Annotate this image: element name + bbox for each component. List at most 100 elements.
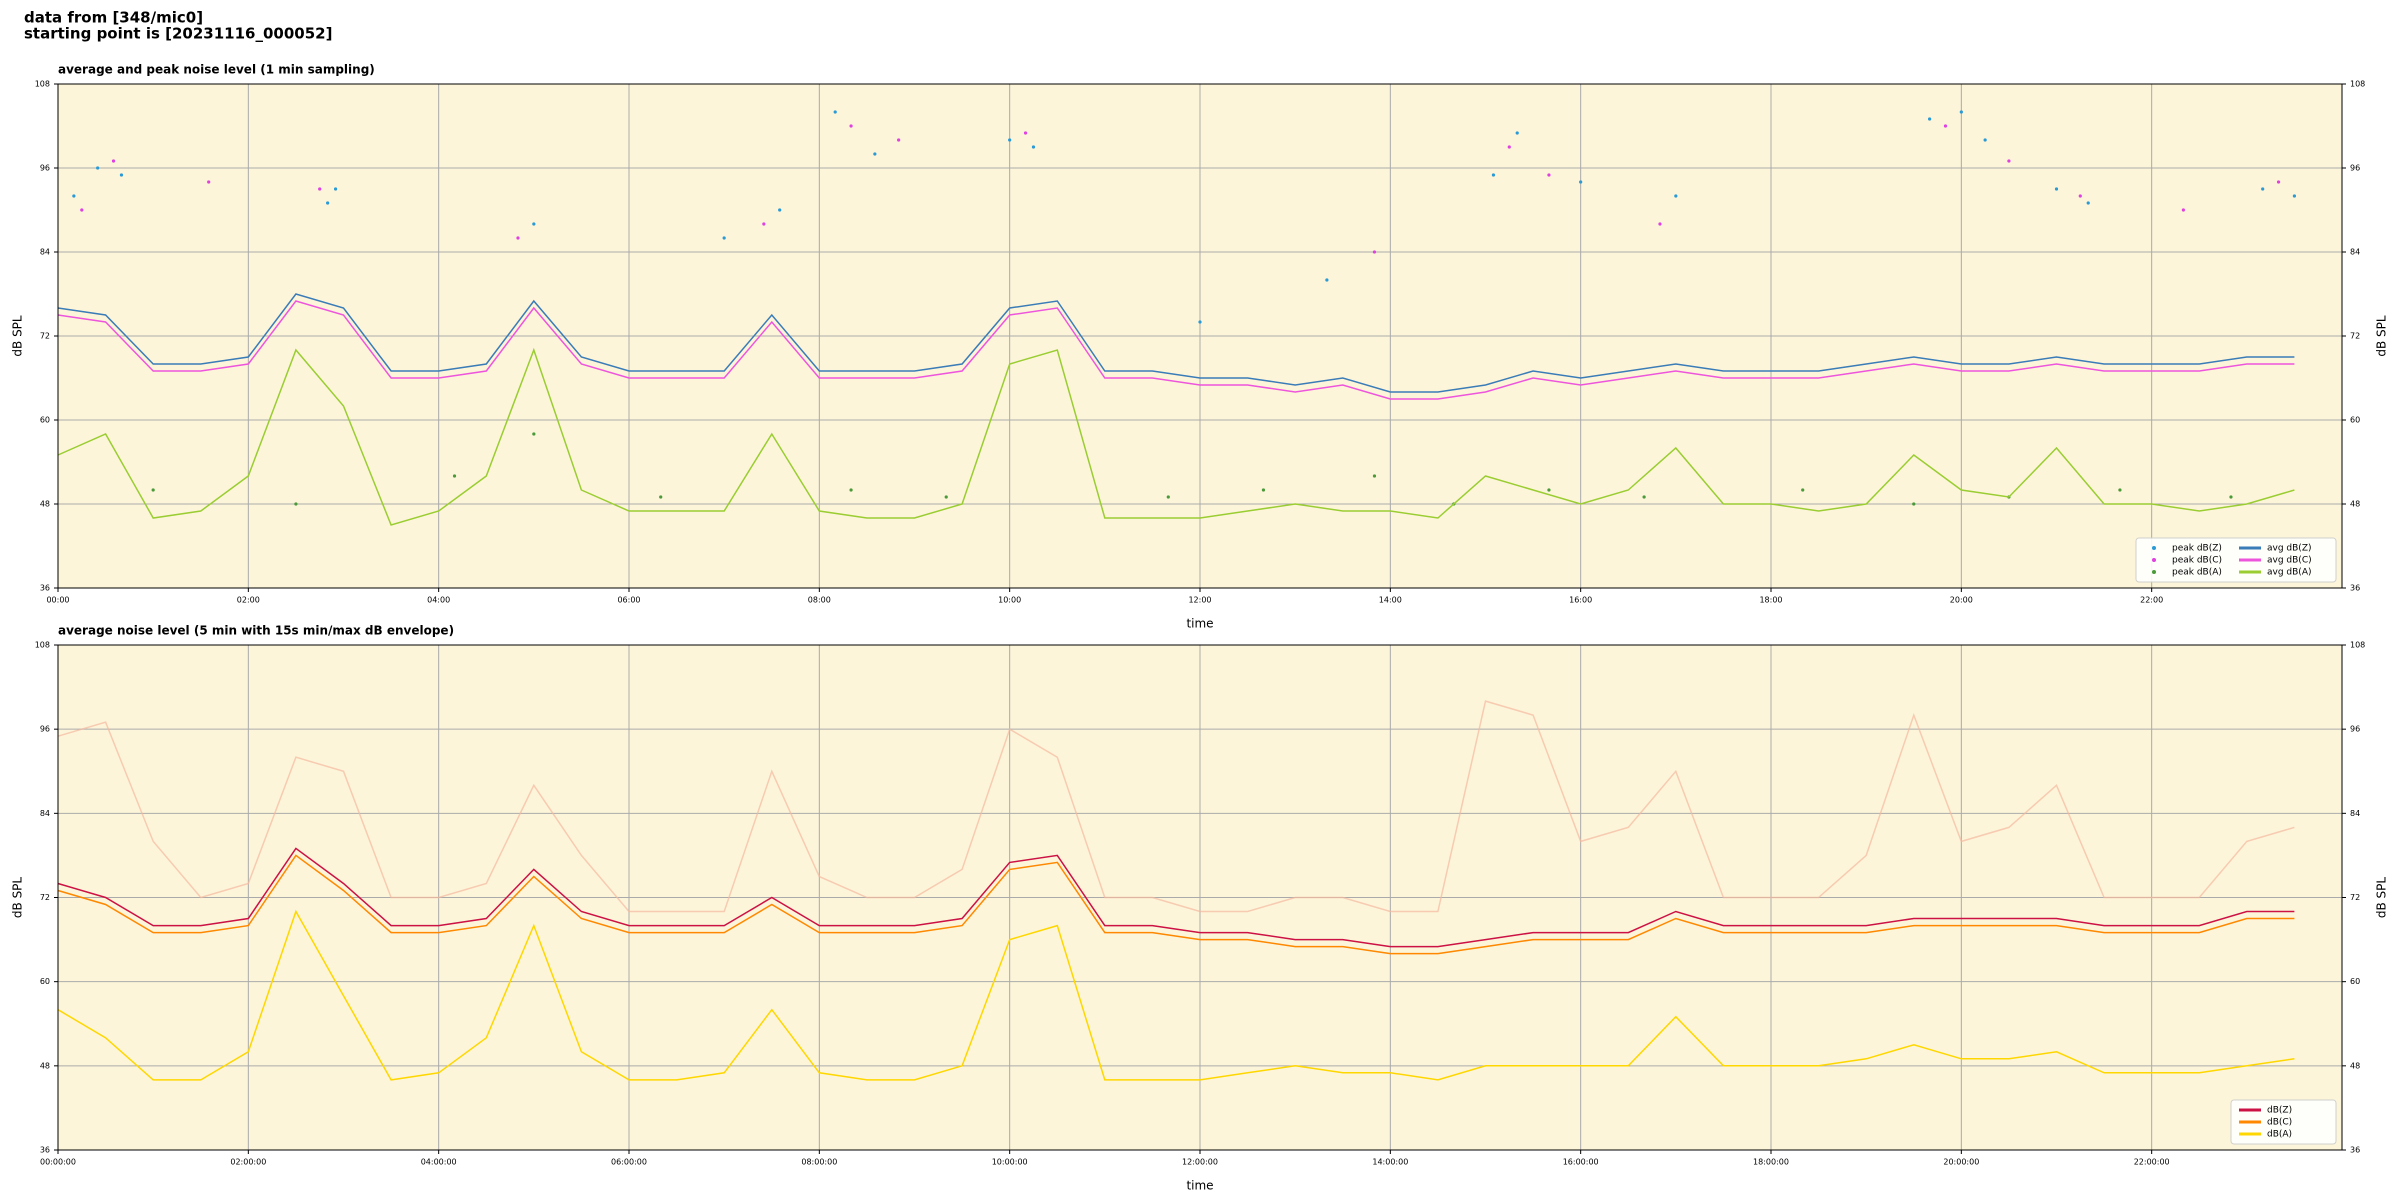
peak-point — [1031, 145, 1036, 149]
y-tick-label: 60 — [2350, 416, 2360, 425]
x-tick-label: 02:00:00 — [230, 1158, 266, 1167]
peak-point — [1507, 145, 1511, 149]
peak-point — [1325, 278, 1329, 282]
x-tick-label: 10:00 — [998, 596, 1021, 605]
y-axis-label: dB SPL — [11, 315, 25, 357]
header-line: starting point is [20231116_000052] — [24, 25, 332, 43]
y-tick-label: 48 — [40, 500, 50, 509]
x-tick-label: 20:00:00 — [1943, 1158, 1979, 1167]
envelope-line — [57, 700, 2295, 913]
y-tick-label: 108 — [35, 80, 50, 89]
peak-point — [452, 474, 457, 478]
peak-point — [762, 222, 766, 226]
peak-point — [516, 236, 520, 240]
x-tick-label: 20:00 — [1950, 596, 1973, 605]
peak-point — [2118, 488, 2122, 492]
x-tick-label: 08:00:00 — [801, 1158, 837, 1167]
peak-point — [111, 159, 116, 163]
series-line — [57, 300, 2295, 400]
y-tick-label: 48 — [2350, 1061, 2360, 1070]
peak-point — [2276, 180, 2281, 184]
peak-point — [1642, 495, 1646, 499]
legend-marker — [2152, 558, 2156, 562]
y-tick-label: 84 — [2350, 809, 2360, 818]
peak-point — [96, 166, 100, 170]
peak-point — [294, 502, 298, 506]
peak-point — [722, 236, 726, 240]
y-axis-label: dB SPL — [2375, 877, 2389, 919]
x-tick-label: 04:00 — [427, 596, 450, 605]
x-tick-label: 18:00 — [1759, 596, 1782, 605]
y-tick-label: 48 — [2350, 500, 2360, 509]
y-tick-label: 72 — [2350, 893, 2360, 902]
x-tick-label: 14:00 — [1379, 596, 1402, 605]
peak-point — [1801, 488, 1805, 492]
peak-point — [207, 180, 211, 184]
peak-point — [318, 187, 322, 191]
y-tick-label: 96 — [2350, 725, 2360, 734]
peak-point — [1166, 495, 1170, 499]
y-tick-label: 72 — [40, 893, 50, 902]
x-tick-label: 12:00:00 — [1182, 1158, 1218, 1167]
series-line — [57, 347, 2295, 526]
peak-point — [333, 187, 338, 191]
peak-point — [2007, 159, 2011, 163]
y-tick-label: 108 — [2350, 641, 2365, 650]
peak-point — [151, 488, 155, 492]
x-axis-label: time — [1186, 1179, 1213, 1193]
peak-point — [2054, 187, 2059, 191]
y-tick-label: 96 — [40, 164, 50, 173]
series-line — [57, 909, 2295, 1081]
y-tick-label: 96 — [2350, 164, 2360, 173]
peak-point — [897, 138, 901, 142]
legend-label: avg dB(C) — [2267, 556, 2312, 566]
y-tick-label: 72 — [2350, 332, 2360, 341]
x-tick-label: 08:00 — [808, 596, 831, 605]
legend-label: avg dB(Z) — [2267, 544, 2312, 554]
legend-marker — [2152, 546, 2156, 550]
x-tick-label: 18:00:00 — [1753, 1158, 1789, 1167]
peak-point — [1023, 131, 1028, 135]
x-tick-label: 12:00 — [1188, 596, 1211, 605]
x-tick-label: 22:00:00 — [2134, 1158, 2170, 1167]
header-line: data from [348/mic0] — [24, 9, 203, 27]
chart-title: average noise level (5 min with 15s min/… — [58, 624, 454, 638]
y-axis-label: dB SPL — [2375, 315, 2389, 357]
y-tick-label: 72 — [40, 332, 50, 341]
x-tick-label: 22:00 — [2140, 596, 2163, 605]
y-tick-label: 36 — [40, 584, 50, 593]
legend-label: dB(A) — [2267, 1130, 2292, 1140]
series-line — [57, 854, 2295, 955]
legend-label: peak dB(Z) — [2172, 544, 2222, 554]
peak-point — [1547, 173, 1551, 177]
peak-point — [1912, 502, 1916, 506]
y-axis-label: dB SPL — [11, 877, 25, 919]
legend-label: dB(Z) — [2267, 1106, 2292, 1116]
peak-point — [1579, 180, 1583, 184]
peak-point — [2229, 495, 2233, 499]
peak-point — [2181, 208, 2185, 212]
peak-point — [2292, 194, 2297, 198]
peak-point — [2086, 201, 2090, 205]
peak-point — [2261, 187, 2265, 191]
y-tick-label: 60 — [40, 416, 50, 425]
peak-point — [944, 495, 948, 499]
peak-point — [1674, 194, 1678, 198]
peak-point — [833, 110, 837, 114]
y-tick-label: 108 — [35, 641, 50, 650]
y-tick-label: 60 — [40, 977, 50, 986]
y-tick-label: 36 — [40, 1146, 50, 1155]
peak-point — [2078, 194, 2082, 198]
y-tick-label: 60 — [2350, 977, 2360, 986]
peak-point — [1515, 131, 1519, 135]
peak-point — [1928, 117, 1932, 121]
peak-point — [326, 201, 330, 205]
x-tick-label: 06:00 — [617, 596, 640, 605]
x-tick-label: 06:00:00 — [611, 1158, 647, 1167]
peak-point — [659, 495, 663, 499]
legend-label: peak dB(A) — [2172, 568, 2222, 578]
peak-point — [1658, 222, 1662, 226]
peak-point — [532, 222, 536, 226]
